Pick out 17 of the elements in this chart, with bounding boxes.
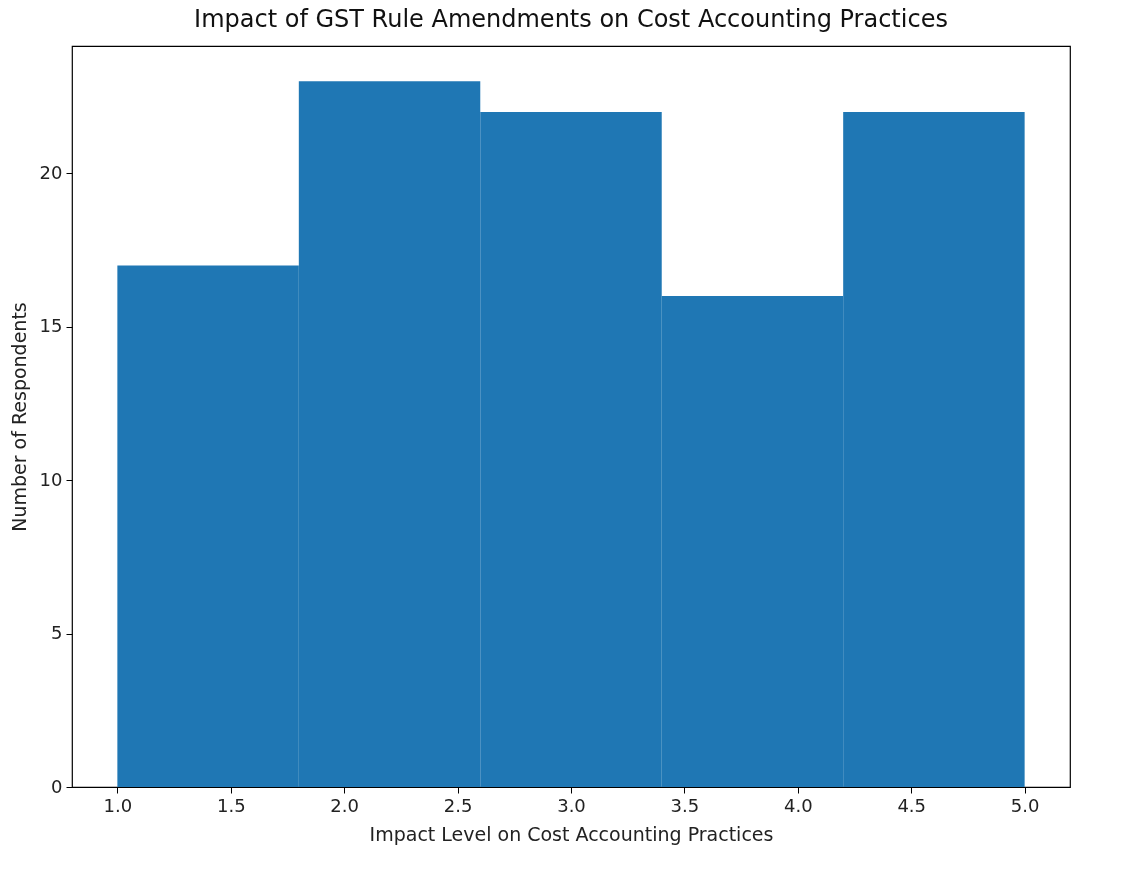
chart-title: Impact of GST Rule Amendments on Cost Accounting Practices xyxy=(194,5,948,33)
y-tick-label: 10 xyxy=(39,468,63,490)
x-tick-label: 4.0 xyxy=(784,794,813,816)
y-tick-label: 15 xyxy=(39,315,63,337)
x-tick-label: 2.5 xyxy=(443,794,473,816)
x-tick-label: 5.0 xyxy=(1010,794,1040,816)
y-tick-label: 0 xyxy=(51,775,63,797)
x-tick-label: 3.5 xyxy=(670,794,700,816)
y-tick-label: 20 xyxy=(39,161,63,183)
y-tick-label: 5 xyxy=(51,622,63,644)
y-axis-title: Number of Respondents xyxy=(7,302,30,532)
x-tick-label: 3.0 xyxy=(557,794,586,816)
x-tick-label: 1.0 xyxy=(103,794,133,816)
x-tick-label: 1.5 xyxy=(216,794,246,816)
x-tick-label: 4.5 xyxy=(897,794,927,816)
x-tick-label: 2.0 xyxy=(330,794,359,816)
x-axis-title: Impact Level on Cost Accounting Practices xyxy=(369,822,774,845)
